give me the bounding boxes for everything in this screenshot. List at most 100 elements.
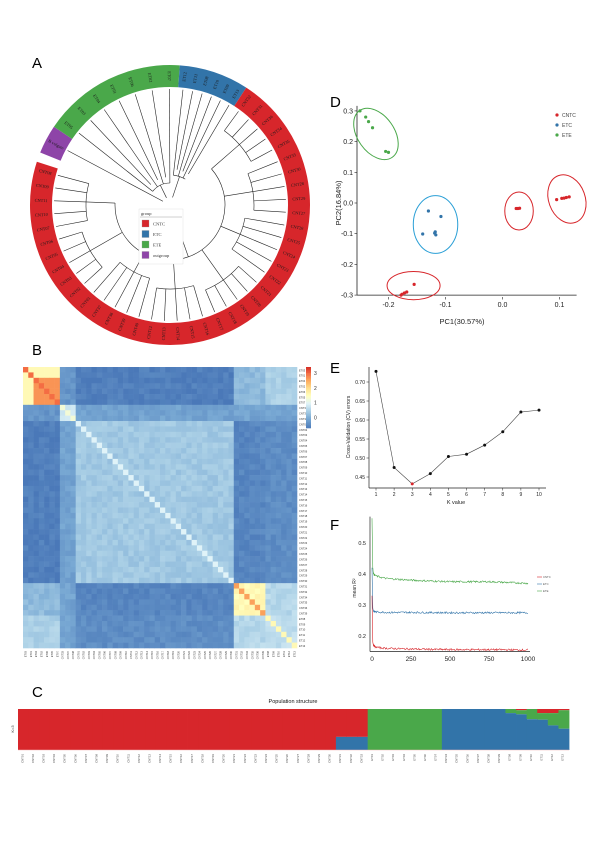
heatmap-cell	[239, 508, 245, 514]
heatmap-cell	[286, 502, 292, 508]
heatmap-cell	[70, 583, 76, 589]
heatmap-cell	[244, 437, 250, 443]
heatmap-cell	[165, 491, 171, 497]
heatmap-cell	[218, 616, 224, 622]
heatmap-cell	[171, 475, 177, 481]
heatmap-cell	[160, 372, 166, 378]
heatmap-cell	[281, 578, 287, 584]
heatmap-cell	[176, 486, 182, 492]
heatmap-cell	[39, 372, 45, 378]
heatmap-row-label: ET07	[299, 401, 306, 405]
heatmap-cell	[128, 464, 134, 470]
pca-point-ete	[364, 115, 367, 118]
heatmap-cell	[144, 567, 150, 573]
heatmap-cell	[86, 572, 92, 578]
heatmap-cell	[102, 599, 108, 605]
heatmap-cell	[128, 583, 134, 589]
heatmap-cell	[44, 448, 50, 454]
heatmap-cell	[97, 410, 103, 416]
heatmap-cell	[255, 545, 261, 551]
heatmap-cell	[86, 475, 92, 481]
ancestry-bar-etc	[527, 719, 538, 750]
heatmap-cell	[176, 410, 182, 416]
heatmap-cell	[271, 399, 277, 405]
heatmap-cell	[86, 372, 92, 378]
heatmap-cell	[123, 448, 129, 454]
heatmap-row-label: CNT32	[299, 590, 308, 594]
heatmap-cell	[223, 637, 229, 643]
heatmap-cell	[271, 616, 277, 622]
heatmap-cell	[102, 399, 108, 405]
heatmap-cell	[39, 610, 45, 616]
cv-min-point	[411, 482, 414, 485]
heatmap-cell	[86, 459, 92, 465]
heatmap-cell	[70, 545, 76, 551]
heatmap-cell	[60, 524, 66, 530]
heatmap-cell	[144, 480, 150, 486]
heatmap-cell	[123, 453, 129, 459]
heatmap-cell	[123, 470, 129, 476]
heatmap-cell	[260, 443, 266, 449]
heatmap-cell	[28, 583, 34, 589]
heatmap-cell	[44, 486, 50, 492]
heatmap-cell	[260, 372, 266, 378]
heatmap-cell	[128, 616, 134, 622]
heatmap-cell	[271, 545, 277, 551]
heatmap-cell	[155, 502, 161, 508]
heatmap-row-label: ET08	[299, 617, 306, 621]
heatmap-column-label: CNT34	[245, 650, 249, 659]
heatmap-cell	[97, 551, 103, 557]
heatmap-cell	[292, 443, 298, 449]
heatmap-cell	[244, 589, 250, 595]
heatmap-cell	[28, 529, 34, 535]
heatmap-cell	[265, 378, 271, 384]
ancestry-bar-cntc	[18, 709, 29, 750]
heatmap-cell	[244, 378, 250, 384]
heatmap-cell	[86, 399, 92, 405]
r2-x-tick-label: 250	[406, 656, 417, 663]
heatmap-cell	[92, 405, 98, 411]
heatmap-cell	[70, 372, 76, 378]
heatmap-cell	[102, 610, 108, 616]
heatmap-cell	[128, 621, 134, 627]
heatmap-cell	[55, 540, 61, 546]
heatmap-cell	[250, 378, 256, 384]
heatmap-cell	[197, 508, 203, 514]
heatmap-cell	[234, 556, 240, 562]
heatmap-cell	[265, 480, 271, 486]
heatmap-cell	[92, 529, 98, 535]
heatmap-cell	[97, 508, 103, 514]
heatmap-cell	[34, 459, 40, 465]
heatmap-row-label: CNT34	[299, 595, 308, 599]
heatmap-cell	[49, 594, 55, 600]
heatmap-cell	[65, 556, 71, 562]
heatmap-cell	[81, 410, 87, 416]
heatmap-cell	[60, 448, 66, 454]
heatmap-cell	[134, 480, 140, 486]
heatmap-cell	[192, 443, 198, 449]
heatmap-cell	[292, 518, 298, 524]
heatmap-cell	[28, 637, 34, 643]
heatmap-cell	[65, 491, 71, 497]
structure-sample-label: CNT15	[169, 754, 173, 763]
heatmap-cell	[276, 599, 282, 605]
r2-legend-label: ETE	[543, 589, 549, 593]
heatmap-cell	[276, 616, 282, 622]
heatmap-cell	[49, 545, 55, 551]
heatmap-cell	[144, 399, 150, 405]
heatmap-cell	[186, 399, 192, 405]
heatmap-cell	[239, 599, 245, 605]
heatmap-cell	[102, 508, 108, 514]
heatmap-cell	[60, 497, 66, 503]
heatmap-cell	[160, 632, 166, 638]
heatmap-cell	[234, 367, 240, 373]
heatmap-cell	[202, 421, 208, 427]
heatmap-cell	[181, 551, 187, 557]
heatmap-column-label: CNT17	[161, 650, 165, 659]
heatmap-cell	[244, 610, 250, 616]
heatmap-cell	[44, 524, 50, 530]
structure-sample-label: CNT12	[137, 754, 141, 763]
heatmap-cell	[223, 491, 229, 497]
heatmap-cell	[192, 416, 198, 422]
